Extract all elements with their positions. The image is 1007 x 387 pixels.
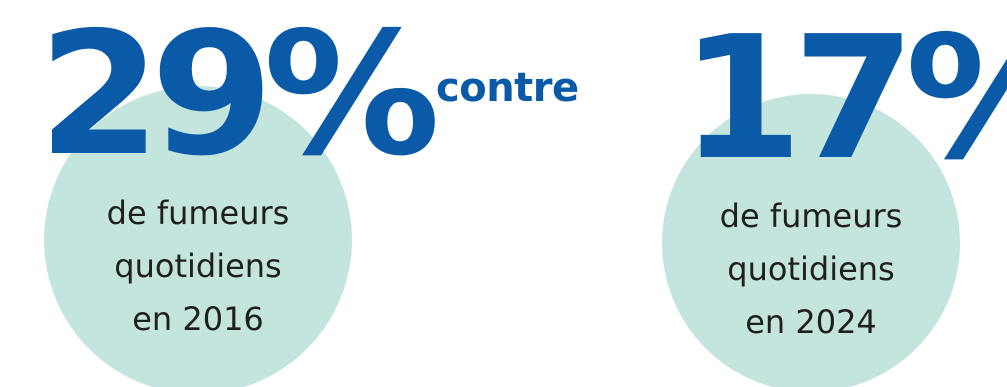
left-percentage: 29% [38,0,440,194]
right-caption-line-2: quotidiens [727,250,895,288]
left-caption-line-3: en 2016 [132,300,264,338]
left-caption: de fumeurs quotidiens en 2016 [54,187,342,346]
left-caption-line-2: quotidiens [114,247,282,285]
comparison-word: contre [436,65,579,111]
right-percentage: 17% [680,0,1007,198]
right-caption: de fumeurs quotidiens en 2024 [667,190,955,349]
right-caption-line-1: de fumeurs [719,197,903,235]
right-circle [662,94,960,387]
left-caption-line-1: de fumeurs [106,194,290,232]
right-caption-line-3: en 2024 [745,303,877,341]
left-circle [44,86,352,387]
